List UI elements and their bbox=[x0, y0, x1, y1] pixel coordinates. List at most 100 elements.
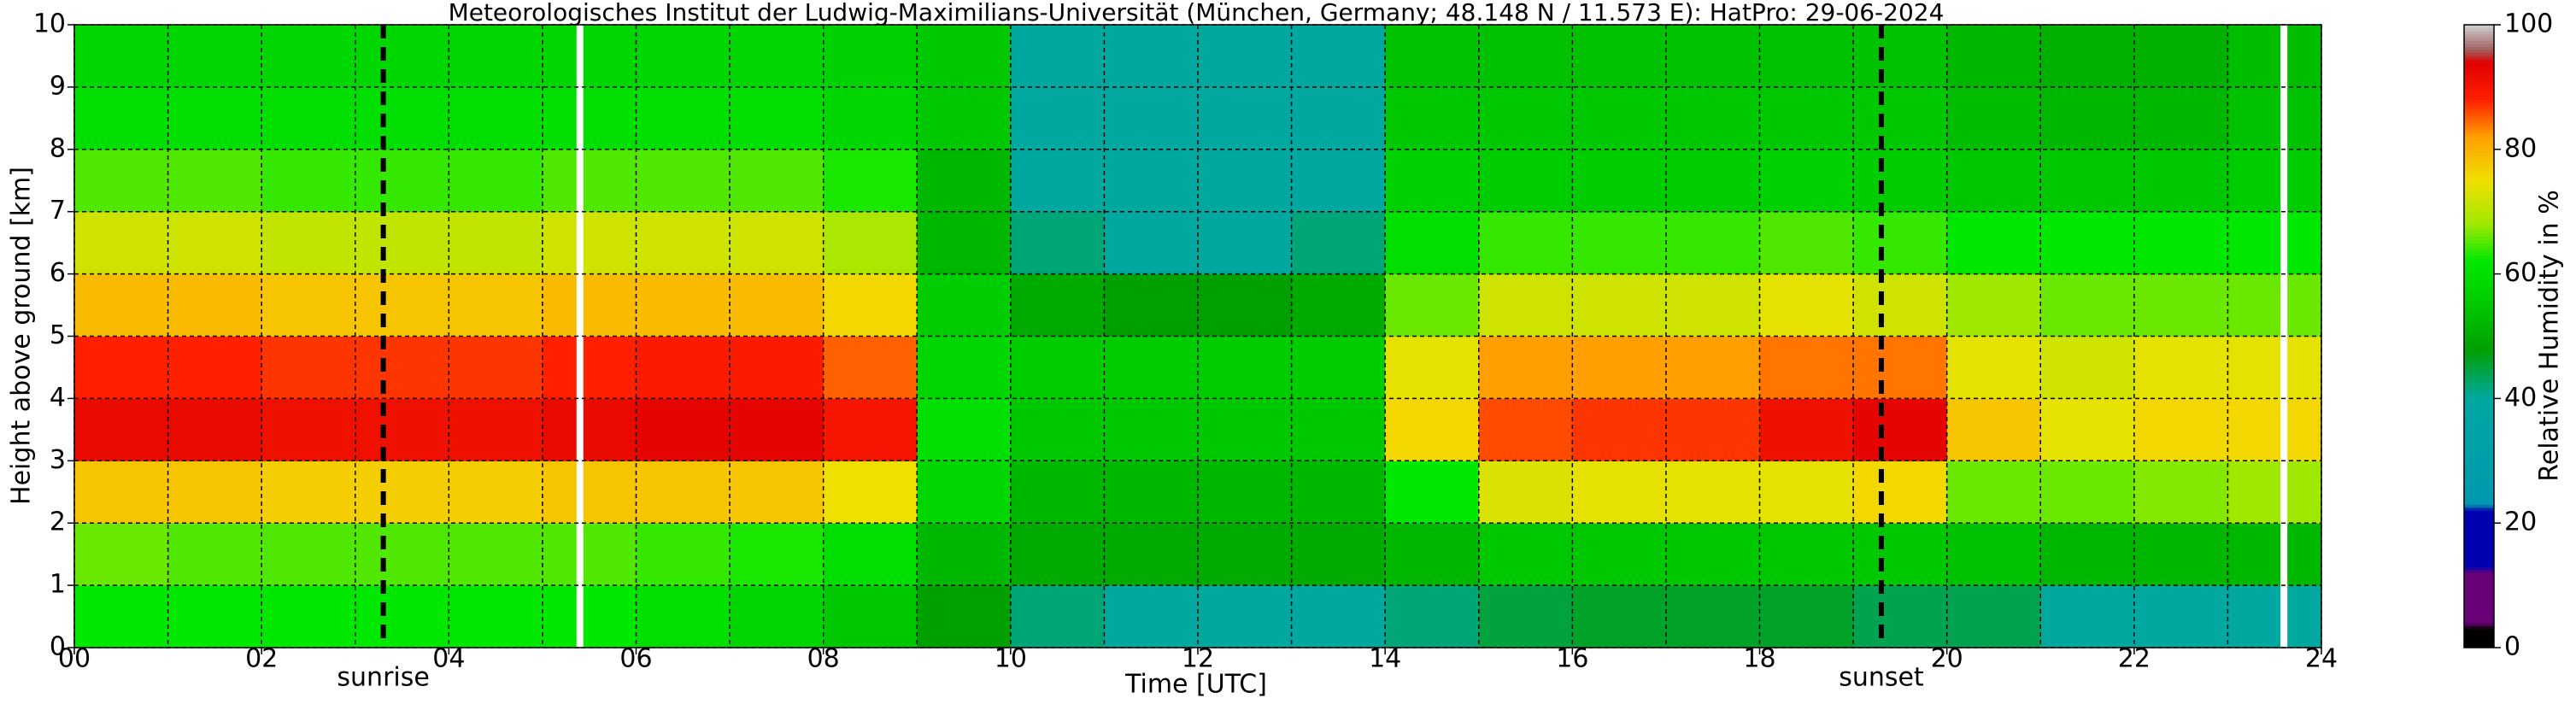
heatmap-cell bbox=[261, 211, 356, 275]
heatmap-cell bbox=[542, 211, 637, 275]
colorbar-segment bbox=[2464, 455, 2494, 459]
colorbar-segment bbox=[2464, 289, 2494, 293]
x-tick-label: 08 bbox=[807, 644, 840, 674]
colorbar-segment bbox=[2464, 124, 2494, 128]
heatmap-cell bbox=[1946, 211, 2041, 275]
heatmap-cell bbox=[1291, 273, 1386, 337]
colorbar-segment bbox=[2464, 261, 2494, 266]
colorbar-segment bbox=[2464, 419, 2494, 425]
colorbar-segment bbox=[2464, 495, 2494, 499]
colorbar-segment bbox=[2464, 62, 2494, 66]
colorbar-segment bbox=[2464, 59, 2494, 63]
colorbar-segment bbox=[2464, 485, 2494, 490]
heatmap-cell bbox=[1665, 585, 1760, 648]
colorbar-segment bbox=[2464, 355, 2494, 359]
heatmap-cell bbox=[1198, 398, 1293, 461]
colorbar-segment bbox=[2464, 220, 2494, 225]
colorbar-segment bbox=[2464, 349, 2494, 353]
colorbar-segment bbox=[2464, 149, 2494, 153]
heatmap-cell bbox=[167, 25, 262, 88]
colorbar-segment bbox=[2464, 283, 2494, 287]
colorbar-segment bbox=[2464, 417, 2494, 421]
colorbar-segment bbox=[2464, 498, 2494, 502]
colorbar-segment bbox=[2464, 258, 2494, 262]
annotation-label: sunrise bbox=[337, 663, 429, 693]
colorbar-segment bbox=[2464, 607, 2494, 611]
heatmap-cell bbox=[1291, 523, 1386, 586]
heatmap-cell bbox=[1759, 211, 1854, 275]
heatmap-cell bbox=[2040, 86, 2135, 150]
heatmap-cell bbox=[1385, 149, 1480, 213]
heatmap-cell bbox=[730, 461, 824, 524]
heatmap-cell bbox=[261, 398, 356, 461]
heatmap-cell bbox=[823, 336, 918, 399]
x-tick-label: 20 bbox=[1931, 644, 1963, 674]
heatmap-cell bbox=[823, 211, 918, 275]
colorbar-segment bbox=[2464, 214, 2494, 219]
heatmap-cell bbox=[1946, 25, 2041, 88]
colorbar-tick-label: 80 bbox=[2504, 133, 2537, 163]
colorbar-segment bbox=[2464, 442, 2494, 446]
heatmap-cell bbox=[1853, 25, 1948, 88]
colorbar-segment bbox=[2464, 576, 2494, 580]
colorbar-segment bbox=[2464, 158, 2494, 162]
colorbar-segment bbox=[2464, 629, 2494, 633]
colorbar-segment bbox=[2464, 519, 2494, 524]
heatmap-cell bbox=[730, 273, 824, 337]
heatmap-cell bbox=[261, 273, 356, 337]
colorbar-segment bbox=[2464, 120, 2494, 126]
heatmap-cell bbox=[449, 523, 543, 586]
heatmap-cell bbox=[636, 25, 731, 88]
colorbar-segment bbox=[2464, 56, 2494, 60]
colorbar-segment bbox=[2464, 139, 2494, 144]
colorbar-segment bbox=[2464, 385, 2494, 390]
heatmap-cell bbox=[1385, 273, 1480, 337]
colorbar-segment bbox=[2464, 167, 2494, 172]
heatmap-cell bbox=[1478, 523, 1573, 586]
heatmap-cell bbox=[1946, 585, 2041, 648]
heatmap-cell bbox=[1198, 273, 1293, 337]
heatmap-cell bbox=[1385, 211, 1480, 275]
colorbar-segment bbox=[2464, 595, 2494, 599]
colorbar-segment bbox=[2464, 118, 2494, 122]
colorbar-segment bbox=[2464, 479, 2494, 484]
heatmap-cell bbox=[1010, 211, 1105, 275]
heatmap-cell bbox=[1104, 273, 1199, 337]
colorbar-segment bbox=[2464, 423, 2494, 427]
heatmap-cell bbox=[1665, 273, 1760, 337]
colorbar-segment bbox=[2464, 86, 2494, 91]
colorbar-segment bbox=[2464, 249, 2494, 253]
heatmap-cell bbox=[1572, 86, 1667, 150]
heatmap-cell bbox=[1853, 585, 1948, 648]
heatmap-cell bbox=[1759, 523, 1854, 586]
colorbar-segment bbox=[2464, 171, 2494, 175]
colorbar-segment bbox=[2464, 186, 2494, 191]
x-tick-label: 16 bbox=[1556, 644, 1588, 674]
heatmap-cell bbox=[1478, 398, 1573, 461]
colorbar-segment bbox=[2464, 631, 2494, 636]
heatmap-cell bbox=[542, 398, 637, 461]
heatmap-cell bbox=[1946, 273, 2041, 337]
colorbar-segment bbox=[2464, 591, 2494, 595]
heatmap-cell bbox=[542, 86, 637, 150]
colorbar-segment bbox=[2464, 190, 2494, 194]
heatmap-cell bbox=[917, 398, 1012, 461]
heatmap-cell bbox=[449, 211, 543, 275]
heatmap-cell bbox=[74, 336, 169, 399]
heatmap-cell bbox=[2133, 398, 2228, 461]
heatmap-cell bbox=[917, 523, 1012, 586]
heatmap-cell bbox=[1104, 86, 1199, 150]
heatmap-cell bbox=[823, 398, 918, 461]
heatmap-cell bbox=[1198, 523, 1293, 586]
heatmap-cell bbox=[2040, 25, 2135, 88]
heatmap-cell bbox=[1010, 25, 1105, 88]
y-tick-label: 7 bbox=[50, 196, 66, 226]
colorbar-segment bbox=[2464, 25, 2494, 29]
heatmap-cell bbox=[636, 336, 731, 399]
y-tick-label: 5 bbox=[50, 320, 66, 350]
heatmap-cell bbox=[1010, 585, 1105, 648]
heatmap-cell bbox=[1665, 523, 1760, 586]
colorbar-segment bbox=[2464, 50, 2494, 54]
colorbar-segment bbox=[2464, 84, 2494, 88]
heatmap-cell bbox=[1946, 149, 2041, 213]
